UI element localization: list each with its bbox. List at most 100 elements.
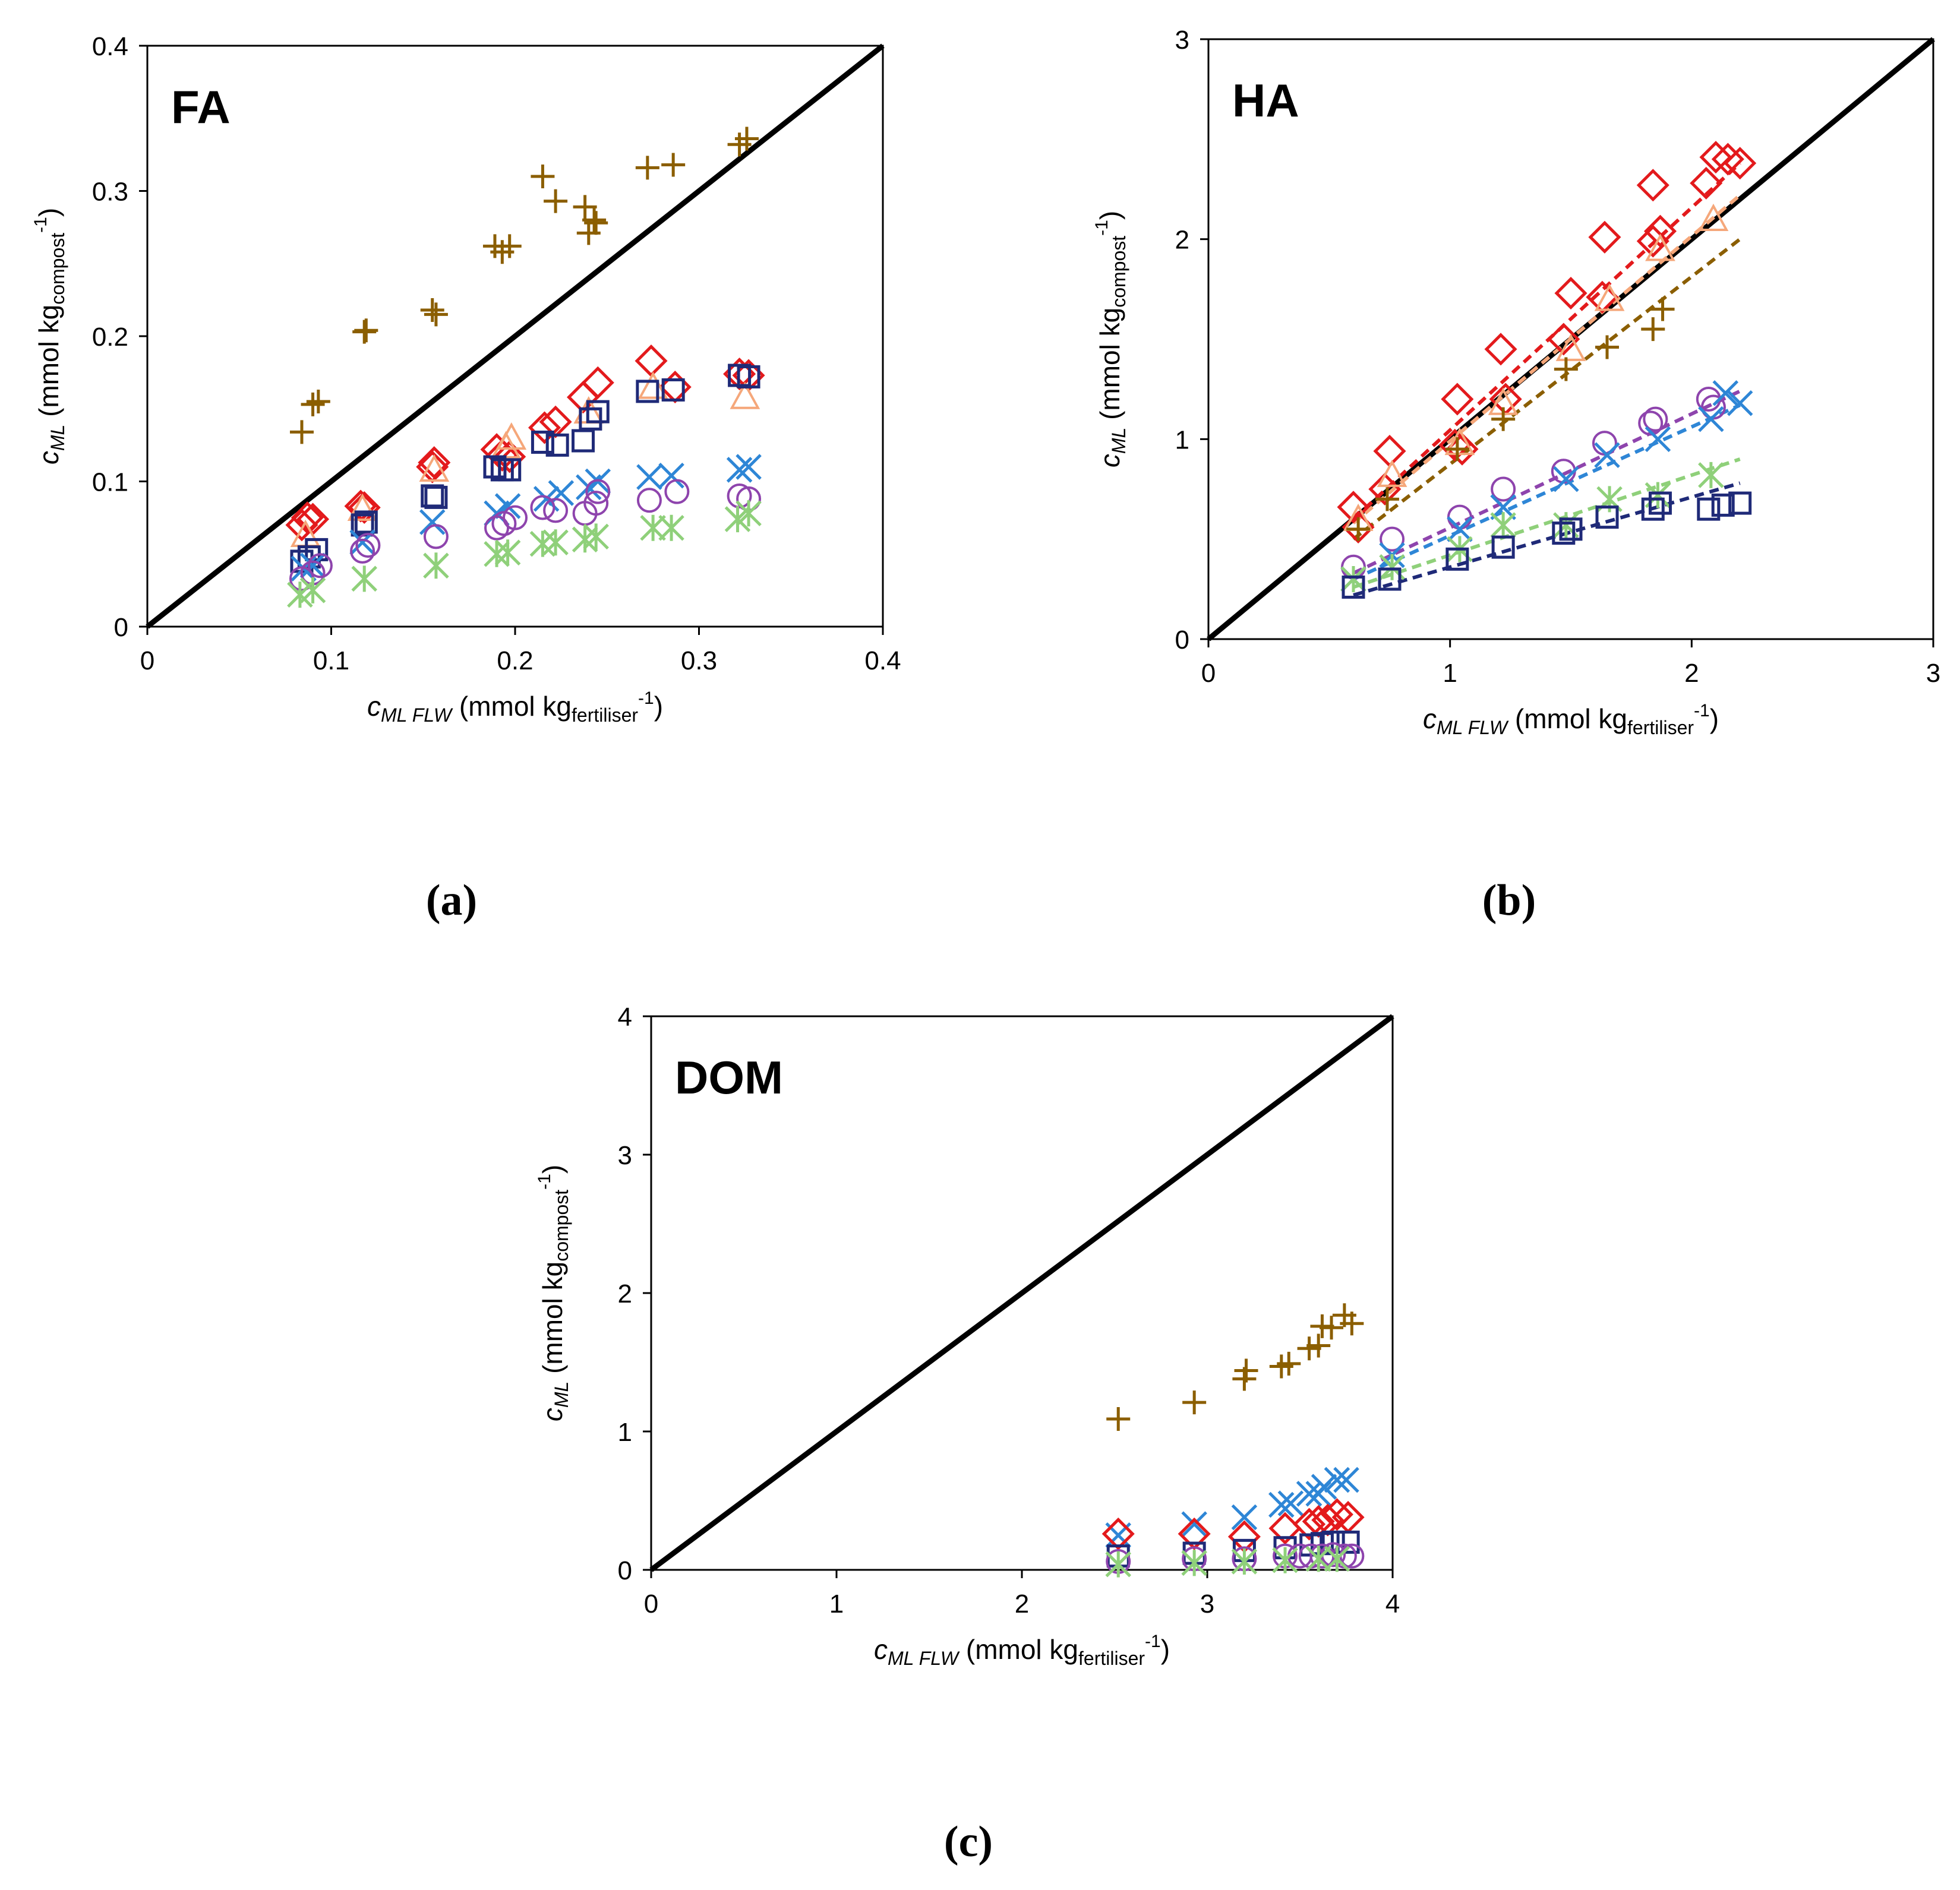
panel-a-point-square-navy — [483, 455, 507, 479]
panel-b-chart: 0 1 2 3 0 1 2 3 HA cML FLW (mmol kgfertiliser-1) c… — [1092, 26, 1940, 738]
panel-b-point-triangle-peach — [1444, 427, 1475, 456]
panel-a-series-diamond-red — [285, 345, 765, 542]
panel-c-point-cross-blue — [1296, 1481, 1323, 1507]
panel-b-point-triangle-peach — [1645, 233, 1675, 261]
panel-b-trendline-green — [1353, 457, 1741, 589]
panel-a-point-asterisk-green — [736, 500, 762, 527]
panel-c-point-diamond-red — [1101, 1517, 1135, 1550]
panel-a-point-cross-blue — [636, 464, 662, 490]
panel-b-trendline-red — [1352, 162, 1741, 521]
panel-c-point-cross-blue — [1277, 1490, 1304, 1516]
panel-b-y-axis-title: cML (mmol kgcompost-1) — [1092, 211, 1129, 467]
panel-a-point-cross-blue — [736, 454, 762, 480]
panel-b-series-diamond-red — [1337, 141, 1757, 544]
panel-b-point-diamond-red — [1636, 225, 1669, 258]
panel-b-point-triangle-peach — [1594, 283, 1625, 311]
panel-a-point-plus-brown — [354, 318, 378, 343]
panel-a-point-circle-purple — [307, 553, 333, 579]
panel-b-point-square-navy — [1445, 547, 1469, 571]
panel-b-tag: HA — [1232, 74, 1299, 127]
panel-a-point-plus-brown — [497, 234, 522, 258]
panel-c-point-cross-blue — [1311, 1474, 1337, 1500]
panel-c-point-asterisk-green — [1272, 1547, 1298, 1573]
panel-a-point-square-navy — [737, 365, 760, 388]
panel-b-point-square-navy — [1641, 497, 1665, 521]
panel-b-label: (b) — [1482, 876, 1536, 925]
panel-c-point-asterisk-green — [1181, 1550, 1207, 1576]
panel-b-point-diamond-red — [1636, 169, 1669, 202]
panel-a-point-diamond-red — [418, 446, 451, 479]
panel-a-point-plus-brown — [661, 153, 686, 177]
panel-b-point-cross-blue — [1447, 516, 1473, 542]
panel-b-series-square-navy — [1342, 491, 1752, 599]
panel-c-point-plus-brown — [1320, 1316, 1344, 1340]
panel-c-series-asterisk-green — [1105, 1545, 1350, 1578]
panel-c-point-square-navy — [1336, 1530, 1360, 1554]
panel-c-point-cross-blue — [1231, 1504, 1258, 1531]
panel-c-point-asterisk-green — [1305, 1545, 1331, 1572]
panel-a-point-square-navy — [586, 400, 610, 423]
panel-a-point-square-navy — [354, 510, 378, 534]
panel-c-point-cross-blue — [1324, 1467, 1350, 1493]
panel-a-point-square-navy — [579, 407, 602, 431]
panel-b-x-tick-label: 2 — [1684, 659, 1699, 688]
panel-a-chart: 0 0.1 0.2 0.3 0.4 0 0.1 0.2 0.3 0.4 FA cML FLW (mmo… — [31, 32, 901, 726]
panel-a-point-circle-purple — [583, 491, 609, 516]
panel-b-point-cross-blue — [1645, 426, 1671, 453]
panel-a-y-tick-label: 0.2 — [92, 323, 128, 352]
panel-a-point-cross-blue — [299, 552, 326, 579]
panel-a-point-asterisk-green — [494, 539, 521, 566]
panel-b-point-cross-blue — [1553, 466, 1579, 492]
panel-a-label: (a) — [426, 876, 477, 925]
panel-b-series-plus-brown — [1346, 297, 1675, 541]
panel-a-point-square-navy — [531, 430, 554, 454]
panel-b-point-square-navy — [1648, 491, 1672, 515]
panel-a-point-asterisk-green — [351, 565, 377, 592]
panel-a-point-triangle-peach — [637, 371, 668, 399]
panel-b-x-tick-label: 3 — [1926, 659, 1940, 688]
panel-a-point-plus-brown — [531, 165, 555, 189]
panel-a-point-circle-purple — [543, 498, 569, 523]
panel-a-point-cross-blue — [419, 509, 446, 535]
panel-a-tag: FA — [171, 81, 231, 133]
panel-b-point-diamond-red — [1547, 323, 1580, 356]
panel-b-point-square-navy — [1342, 575, 1365, 599]
panel-a-series-square-navy — [290, 364, 760, 573]
panel-b-point-square-navy — [1378, 567, 1402, 591]
panel-b-point-circle-purple — [1491, 476, 1516, 502]
panel-b-point-plus-brown — [1650, 297, 1675, 321]
panel-c-point-diamond-red — [1293, 1507, 1326, 1541]
panel-b-point-circle-purple — [1638, 410, 1664, 436]
panel-a-identity-line — [146, 43, 885, 629]
panel-c-point-asterisk-green — [1105, 1551, 1132, 1578]
panel-b-point-diamond-red — [1373, 434, 1406, 468]
panel-a-point-plus-brown — [289, 420, 314, 444]
panel-b-point-plus-brown — [1375, 487, 1399, 511]
panel-b-trendline-purple — [1352, 389, 1741, 575]
panel-c-x-tick-label: 3 — [1200, 1589, 1214, 1619]
panel-a-point-asterisk-green — [529, 530, 556, 557]
panel-a-y-tick-label: 0.1 — [92, 468, 128, 497]
panel-b-point-plus-brown — [1445, 437, 1469, 462]
panel-b-point-triangle-peach — [1698, 203, 1729, 231]
panel-a-point-plus-brown — [424, 302, 448, 327]
panel-b-point-square-navy — [1595, 505, 1619, 529]
panel-a-point-asterisk-green — [583, 523, 609, 550]
panel-b-y-tick-label: 0 — [1175, 625, 1189, 655]
panel-a-x-tick-label: 0.2 — [497, 646, 533, 675]
panel-a-point-square-navy — [424, 485, 448, 509]
panel-a-point-plus-brown — [544, 189, 568, 213]
panel-c-x-tick-label: 2 — [1015, 1589, 1029, 1619]
panel-a-point-plus-brown — [635, 156, 659, 180]
panel-a-point-triangle-peach — [347, 493, 378, 521]
panel-a-point-square-navy — [545, 433, 569, 457]
panel-a-series-asterisk-green — [287, 500, 762, 608]
panel-a-point-plus-brown — [582, 208, 607, 232]
panel-a-x-tick-label: 0.1 — [313, 646, 349, 675]
panel-b-point-diamond-red — [1588, 220, 1621, 254]
panel-a-point-cross-blue — [726, 457, 753, 483]
panel-a-point-cross-blue — [658, 462, 684, 489]
panel-b-point-diamond-red — [1643, 214, 1677, 248]
panel-a-point-plus-brown — [306, 390, 330, 414]
panel-a-point-square-navy — [572, 429, 595, 453]
